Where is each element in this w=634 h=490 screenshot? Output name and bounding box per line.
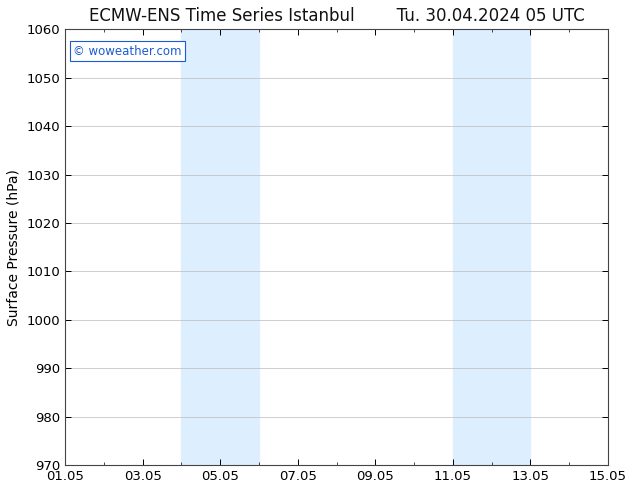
Bar [181,29,259,465]
Y-axis label: Surface Pressure (hPa): Surface Pressure (hPa) [7,169,21,326]
Bar [453,29,531,465]
Text: © woweather.com: © woweather.com [74,45,182,57]
Title: ECMW-ENS Time Series Istanbul        Tu. 30.04.2024 05 UTC: ECMW-ENS Time Series Istanbul Tu. 30.04.… [89,7,585,25]
